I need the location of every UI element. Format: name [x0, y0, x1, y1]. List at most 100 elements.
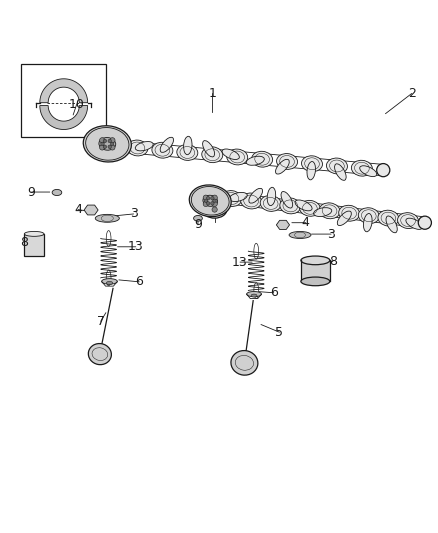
Ellipse shape [229, 192, 247, 201]
Ellipse shape [252, 151, 272, 167]
Circle shape [213, 199, 216, 203]
Circle shape [206, 197, 210, 200]
Circle shape [206, 201, 210, 205]
Ellipse shape [88, 344, 111, 365]
Ellipse shape [110, 140, 123, 152]
Bar [25, 234, 44, 255]
Ellipse shape [301, 256, 330, 265]
Circle shape [101, 142, 104, 146]
Ellipse shape [249, 188, 262, 203]
Ellipse shape [301, 277, 330, 286]
Ellipse shape [280, 198, 301, 214]
Ellipse shape [203, 195, 218, 206]
Ellipse shape [231, 351, 258, 375]
Ellipse shape [267, 187, 276, 206]
Ellipse shape [339, 205, 360, 221]
Ellipse shape [240, 193, 261, 209]
Ellipse shape [301, 156, 322, 172]
Text: 10: 10 [69, 98, 85, 111]
Text: 4: 4 [302, 216, 310, 229]
Ellipse shape [358, 208, 379, 224]
Ellipse shape [364, 214, 372, 232]
Ellipse shape [246, 156, 264, 165]
Ellipse shape [202, 201, 227, 218]
Circle shape [110, 138, 115, 143]
Ellipse shape [276, 154, 297, 169]
Text: 8: 8 [20, 236, 28, 249]
Ellipse shape [289, 231, 311, 238]
Text: 2: 2 [408, 87, 416, 100]
Ellipse shape [319, 203, 340, 219]
Circle shape [110, 142, 114, 146]
Ellipse shape [106, 281, 113, 285]
Ellipse shape [227, 149, 247, 165]
Circle shape [108, 139, 111, 143]
Ellipse shape [95, 214, 119, 222]
Ellipse shape [295, 200, 312, 211]
Text: 9: 9 [28, 185, 35, 198]
Circle shape [204, 199, 208, 203]
Ellipse shape [189, 185, 231, 216]
Text: 3: 3 [130, 207, 138, 221]
Ellipse shape [52, 189, 62, 196]
Ellipse shape [326, 158, 347, 174]
Polygon shape [40, 79, 88, 103]
Ellipse shape [177, 144, 198, 160]
Text: 13: 13 [232, 256, 248, 269]
Circle shape [110, 145, 115, 150]
Circle shape [211, 201, 214, 205]
Ellipse shape [314, 208, 332, 216]
Circle shape [212, 207, 217, 212]
Circle shape [108, 145, 111, 149]
Ellipse shape [337, 211, 351, 225]
Ellipse shape [208, 190, 221, 203]
Ellipse shape [202, 147, 223, 163]
Circle shape [212, 201, 217, 207]
Ellipse shape [152, 142, 173, 158]
Circle shape [203, 201, 208, 207]
Ellipse shape [127, 140, 148, 156]
Circle shape [103, 145, 107, 149]
Polygon shape [276, 220, 290, 229]
Text: 3: 3 [327, 228, 335, 240]
Ellipse shape [307, 161, 315, 180]
Polygon shape [40, 106, 88, 130]
Bar [301, 260, 330, 281]
Text: 6: 6 [135, 276, 143, 288]
Ellipse shape [135, 142, 153, 151]
Ellipse shape [377, 164, 390, 177]
Ellipse shape [386, 216, 397, 233]
Ellipse shape [194, 215, 202, 221]
Ellipse shape [102, 279, 117, 284]
Ellipse shape [378, 210, 399, 226]
Circle shape [99, 138, 105, 143]
Ellipse shape [281, 191, 293, 208]
Ellipse shape [360, 166, 377, 176]
Ellipse shape [25, 231, 44, 236]
Bar [21, 64, 106, 138]
Ellipse shape [99, 138, 116, 150]
Ellipse shape [300, 200, 321, 216]
Ellipse shape [184, 136, 192, 155]
Text: 1: 1 [208, 87, 216, 100]
Text: 7: 7 [97, 315, 105, 328]
Circle shape [103, 139, 107, 143]
Ellipse shape [418, 216, 431, 229]
Ellipse shape [247, 292, 261, 297]
Ellipse shape [160, 138, 173, 152]
Text: 5: 5 [276, 326, 283, 338]
Text: 4: 4 [74, 203, 82, 216]
Ellipse shape [83, 126, 131, 162]
Text: 13: 13 [128, 240, 144, 253]
Ellipse shape [276, 159, 289, 174]
Ellipse shape [203, 141, 215, 157]
Ellipse shape [221, 191, 242, 206]
Circle shape [212, 195, 217, 200]
Polygon shape [84, 205, 98, 215]
Ellipse shape [398, 213, 419, 229]
Ellipse shape [251, 294, 257, 297]
Circle shape [211, 197, 214, 200]
Circle shape [203, 195, 208, 200]
Ellipse shape [222, 149, 239, 159]
Circle shape [99, 145, 105, 150]
